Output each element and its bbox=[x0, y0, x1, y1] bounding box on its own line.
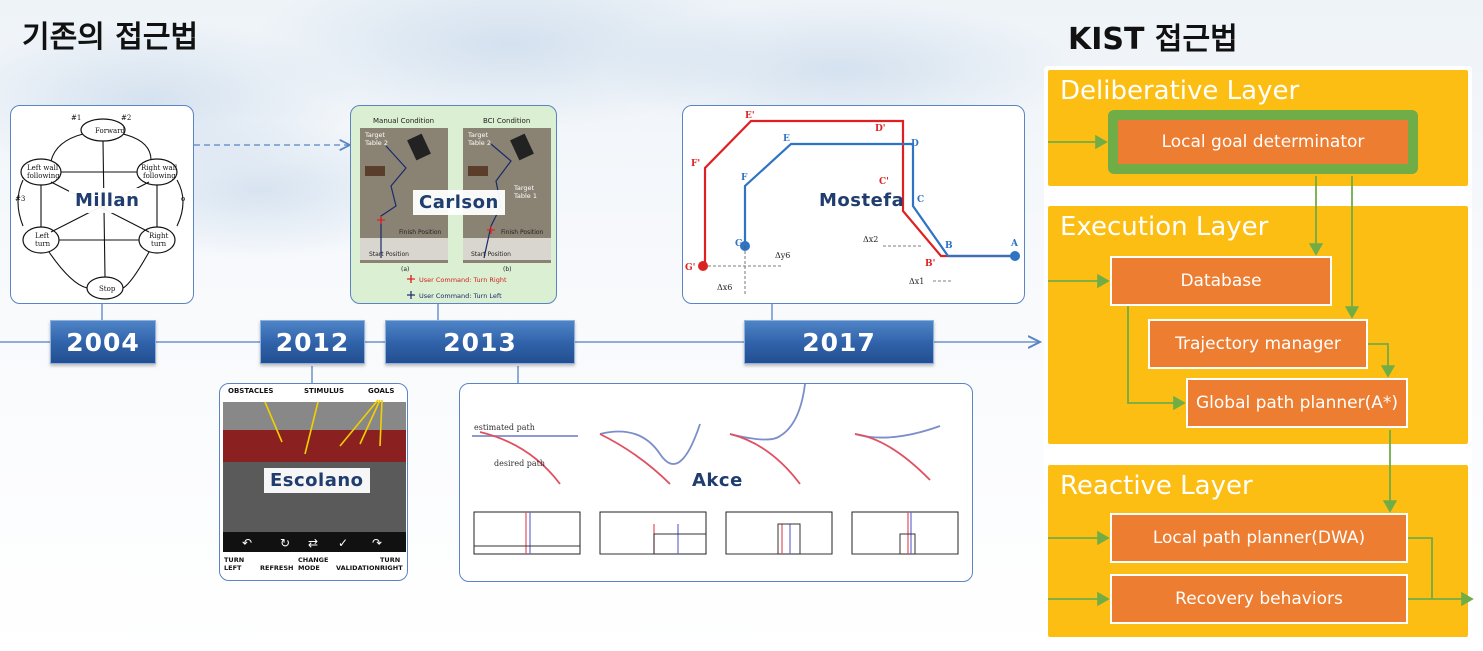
carlson-legend-left: User Command: Turn Left bbox=[419, 292, 502, 300]
millan-edge-label: #3 bbox=[15, 195, 25, 203]
millan-state-diagram: Forward Left wall following Right wall f… bbox=[15, 114, 185, 300]
escolano-label-obstacles: OBSTACLES bbox=[228, 387, 274, 395]
millan-node-right-turn-2: turn bbox=[151, 240, 167, 248]
year-badge-2017: 2017 bbox=[744, 320, 934, 364]
carlson-panel-b-title: BCI Condition bbox=[483, 117, 531, 125]
card-carlson: Manual Condition BCI Condition Target Ta… bbox=[350, 105, 557, 304]
millan-edge-label: #1 bbox=[71, 114, 81, 122]
mostefa-dim-dx2: Δx2 bbox=[863, 235, 878, 244]
card-label-carlson: Carlson bbox=[413, 190, 505, 215]
mostefa-point-e: E bbox=[783, 134, 790, 144]
mostefa-dim-dx6: Δx6 bbox=[717, 283, 732, 292]
mostefa-point-g-prime: G' bbox=[685, 263, 695, 273]
escolano-label-refresh: REFRESH bbox=[260, 564, 294, 572]
mostefa-point-e-prime: E' bbox=[745, 111, 755, 121]
local-path-planner-box: Local path planner(DWA) bbox=[1110, 513, 1408, 563]
carlson-finish-b: Finish Position bbox=[501, 229, 544, 236]
mostefa-point-b: B bbox=[945, 241, 953, 251]
escolano-label-goals: GOALS bbox=[368, 387, 395, 395]
escolano-interface: ↶ ↻ ⇄ ✓ ↷ bbox=[223, 399, 406, 552]
carlson-target-a: Target bbox=[364, 131, 386, 139]
title-existing-approach: 기존의 접근법 bbox=[22, 20, 199, 55]
millan-edge-label: o bbox=[181, 195, 185, 203]
millan-node-left-turn: Left bbox=[35, 232, 49, 240]
millan-node-left-turn-2: turn bbox=[35, 240, 51, 248]
card-label-escolano: Escolano bbox=[264, 468, 370, 493]
escolano-validation-icon: ✓ bbox=[338, 536, 348, 550]
carlson-panel-a-title: Manual Condition bbox=[373, 117, 435, 125]
carlson-target-c: Target bbox=[513, 184, 535, 192]
year-badge-2012: 2012 bbox=[260, 320, 365, 364]
millan-node-left-wall-2: following bbox=[27, 172, 60, 180]
millan-node-right-wall: Right wall bbox=[141, 164, 178, 172]
mostefa-point-f-prime: F' bbox=[691, 159, 700, 169]
carlson-target-b-2: Table 2 bbox=[467, 139, 491, 147]
escolano-label-turn-left: TURN LEFT bbox=[224, 556, 245, 572]
mostefa-point-c-prime: C' bbox=[879, 177, 889, 187]
carlson-finish-a: Finish Position bbox=[399, 229, 442, 236]
mostefa-point-d: D bbox=[911, 139, 919, 149]
local-goal-determinator-box: Local goal determinator bbox=[1118, 120, 1408, 164]
trajectory-manager-box: Trajectory manager bbox=[1148, 319, 1368, 369]
card-mostefa: E' D' E D F' F C G G' B B' A C' Δx2 Δy6 … bbox=[682, 105, 1025, 304]
escolano-label-validation: VALIDATION bbox=[336, 564, 380, 572]
mostefa-point-a: A bbox=[1010, 239, 1019, 249]
carlson-legend-right: User Command: Turn Right bbox=[419, 276, 507, 284]
deliberative-layer-title: Deliberative Layer bbox=[1060, 76, 1300, 106]
carlson-target-a-2: Table 2 bbox=[364, 139, 388, 147]
akce-estimated-path: estimated path bbox=[474, 423, 535, 432]
millan-node-forward: Forward bbox=[95, 127, 126, 135]
millan-node-stop: Stop bbox=[99, 285, 116, 293]
escolano-turn-right-icon: ↷ bbox=[372, 536, 382, 550]
mostefa-point-f: F bbox=[741, 173, 748, 183]
card-label-akce: Akce bbox=[692, 470, 743, 491]
carlson-target-b: Target bbox=[467, 131, 489, 139]
carlson-subcaption-a: (a) bbox=[401, 266, 409, 273]
millan-edge-label: #2 bbox=[121, 114, 131, 122]
year-badge-2004: 2004 bbox=[50, 320, 156, 364]
reactive-layer-title: Reactive Layer bbox=[1060, 471, 1253, 501]
mostefa-point-c: C bbox=[917, 195, 924, 205]
mostefa-dim-dy6: Δy6 bbox=[775, 251, 790, 260]
carlson-start-a: Start Position bbox=[369, 251, 409, 258]
card-akce: estimated path desired path Akce bbox=[459, 383, 973, 582]
mostefa-point-b-prime: B' bbox=[925, 259, 935, 269]
card-millan: Forward Left wall following Right wall f… bbox=[10, 105, 194, 304]
global-path-planner-box: Global path planner(A*) bbox=[1186, 378, 1408, 428]
title-kist-approach: KIST 접근법 bbox=[1068, 22, 1238, 57]
card-label-mostefa: Mostefa bbox=[819, 190, 905, 211]
akce-desired-path: desired path bbox=[494, 459, 545, 468]
carlson-target-c-2: Table 1 bbox=[513, 192, 537, 200]
escolano-turn-left-icon: ↶ bbox=[242, 536, 252, 550]
execution-layer-title: Execution Layer bbox=[1060, 212, 1269, 242]
millan-node-left-wall: Left wall bbox=[27, 164, 59, 172]
escolano-label-stimulus: STIMULUS bbox=[304, 387, 345, 395]
mostefa-path-diagram: E' D' E D F' F C G G' B B' A C' Δx2 Δy6 … bbox=[685, 111, 1020, 296]
escolano-label-turn-right: TURN RIGHT bbox=[380, 556, 403, 572]
millan-node-right-turn: Right bbox=[149, 232, 168, 240]
escolano-label-change-mode: CHANGE MODE bbox=[298, 556, 329, 572]
database-box: Database bbox=[1110, 256, 1332, 306]
akce-plots: estimated path desired path bbox=[472, 384, 959, 555]
card-escolano: ↶ ↻ ⇄ ✓ ↷ OBSTACLES STIMULUS GOALS TURN … bbox=[219, 383, 408, 581]
escolano-refresh-icon: ↻ bbox=[280, 536, 290, 550]
year-badge-2013: 2013 bbox=[385, 320, 575, 364]
card-label-millan: Millan bbox=[69, 188, 146, 213]
mostefa-point-d-prime: D' bbox=[875, 124, 886, 134]
carlson-start-b: Start Position bbox=[471, 251, 511, 258]
escolano-change-mode-icon: ⇄ bbox=[308, 536, 318, 550]
carlson-subcaption-b: (b) bbox=[503, 266, 512, 273]
mostefa-point-g: G bbox=[735, 239, 743, 249]
mostefa-dim-dx1: Δx1 bbox=[909, 277, 924, 286]
millan-node-right-wall-2: following bbox=[143, 172, 176, 180]
recovery-behaviors-box: Recovery behaviors bbox=[1110, 574, 1408, 624]
